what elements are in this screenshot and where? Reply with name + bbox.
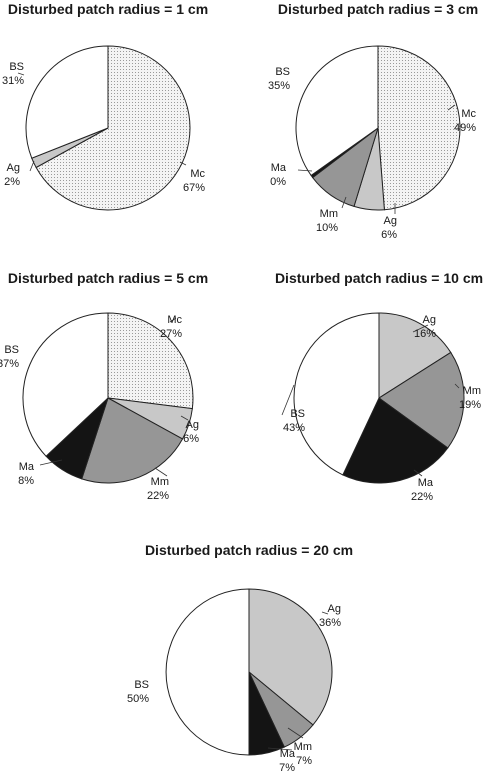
slice-percent-ag: 2%	[4, 176, 20, 188]
slice-name-mm: Mm	[294, 741, 312, 753]
slice-percent-ma: 22%	[411, 491, 433, 503]
slice-name-bs: BS	[290, 408, 305, 420]
slice-name-bs: BS	[9, 61, 24, 73]
slice-percent-mc: 27%	[160, 328, 182, 340]
leader-line-ag	[321, 611, 329, 615]
slice-name-ag: Ag	[7, 162, 20, 174]
pie-slice-mc	[107, 312, 194, 410]
slice-percent-ma: 7%	[279, 762, 295, 773]
pie-slice-bs	[22, 312, 109, 457]
leader-line-ma	[39, 459, 63, 466]
leader-line-mc	[169, 317, 177, 323]
leader-line-ag	[412, 324, 429, 333]
slice-name-ag: Ag	[328, 603, 341, 615]
leader-line-mc	[179, 161, 187, 166]
leader-line-ma	[297, 169, 313, 172]
slice-name-ma: Ma	[418, 477, 434, 489]
slice-name-mm: Mm	[320, 208, 338, 220]
leader-line-bs	[17, 72, 25, 76]
pie-slice-bs	[293, 312, 380, 476]
slice-percent-bs: 37%	[0, 358, 19, 370]
pie-slice-mm	[81, 397, 184, 484]
pie-slice-mc	[35, 45, 191, 211]
leader-line-mm	[287, 727, 304, 739]
slice-percent-mm: 22%	[147, 490, 169, 502]
leader-line-mc	[447, 104, 456, 111]
slice-percent-bs: 31%	[2, 75, 24, 87]
pie-slice-ag	[248, 588, 333, 726]
chart-title: Disturbed patch radius = 10 cm	[275, 270, 483, 286]
pie-disturbed-patch-radius-1-cm: Disturbed patch radius = 1 cm Mc 67% Ag 2% BS…	[2, 1, 208, 211]
leader-line-ag	[180, 415, 189, 421]
slice-name-bs: BS	[134, 679, 149, 691]
slice-name-mm: Mm	[151, 476, 169, 488]
slice-percent-bs: 35%	[268, 80, 290, 92]
leader-line-mm	[341, 196, 347, 209]
leader-line-mm	[454, 383, 460, 389]
slice-percent-mm: 7%	[296, 755, 312, 767]
slice-percent-ma: 0%	[270, 176, 286, 188]
slice-name-ma: Ma	[19, 461, 35, 473]
slice-percent-ag: 6%	[381, 229, 397, 241]
slice-percent-mm: 19%	[459, 399, 481, 411]
pie-slice-ag	[378, 312, 452, 399]
slice-name-mc: Mc	[190, 168, 205, 180]
slice-name-ag: Ag	[384, 215, 397, 227]
slice-percent-mc: 67%	[183, 182, 205, 194]
slice-name-mc: Mc	[167, 314, 182, 326]
slice-percent-mm: 10%	[316, 222, 338, 234]
pie-slice-bs	[25, 45, 109, 159]
pie-slice-bs	[165, 588, 250, 756]
slice-percent-ag: 6%	[183, 433, 199, 445]
leader-line-mm	[154, 467, 168, 477]
slice-name-ma: Ma	[280, 748, 296, 760]
leader-line-ma	[267, 747, 293, 751]
slice-name-bs: BS	[275, 66, 290, 78]
leader-line-ma	[413, 469, 423, 477]
slice-percent-ag: 16%	[414, 328, 436, 340]
slice-percent-mc: 49%	[454, 122, 476, 134]
pie-disturbed-patch-radius-10-cm: Disturbed patch radius = 10 cm Ag 16% Mm 19%…	[275, 270, 483, 503]
slice-percent-bs: 50%	[127, 693, 149, 705]
slice-name-ma: Ma	[271, 162, 287, 174]
pie-disturbed-patch-radius-3-cm: Disturbed patch radius = 3 cm Mc 49% Ag 6% Mm…	[268, 1, 478, 241]
slice-name-ag: Ag	[423, 314, 436, 326]
slice-name-mc: Mc	[461, 108, 476, 120]
leader-line-ag	[29, 160, 35, 172]
slice-percent-bs: 43%	[283, 422, 305, 434]
pie-disturbed-patch-radius-5-cm: Disturbed patch radius = 5 cm Mc 27% Ag 6% Mm…	[0, 270, 208, 502]
chart-title: Disturbed patch radius = 3 cm	[278, 1, 478, 17]
slice-percent-ma: 8%	[18, 475, 34, 487]
slice-name-mm: Mm	[463, 385, 481, 397]
pie-slice-mc	[377, 45, 461, 211]
slice-name-bs: BS	[4, 344, 19, 356]
slice-name-ag: Ag	[186, 419, 199, 431]
slice-percent-ag: 36%	[319, 617, 341, 629]
pie-slice-bs	[295, 45, 379, 177]
leader-line-bs	[281, 384, 295, 416]
pie-disturbed-patch-radius-20-cm: Disturbed patch radius = 20 cmAg36%Mm7%M…	[127, 542, 353, 773]
chart-title: Disturbed patch radius = 1 cm	[8, 1, 208, 17]
pie-slice-mm	[378, 351, 465, 449]
chart-title: Disturbed patch radius = 20 cm	[145, 542, 353, 558]
chart-title: Disturbed patch radius = 5 cm	[8, 270, 208, 286]
